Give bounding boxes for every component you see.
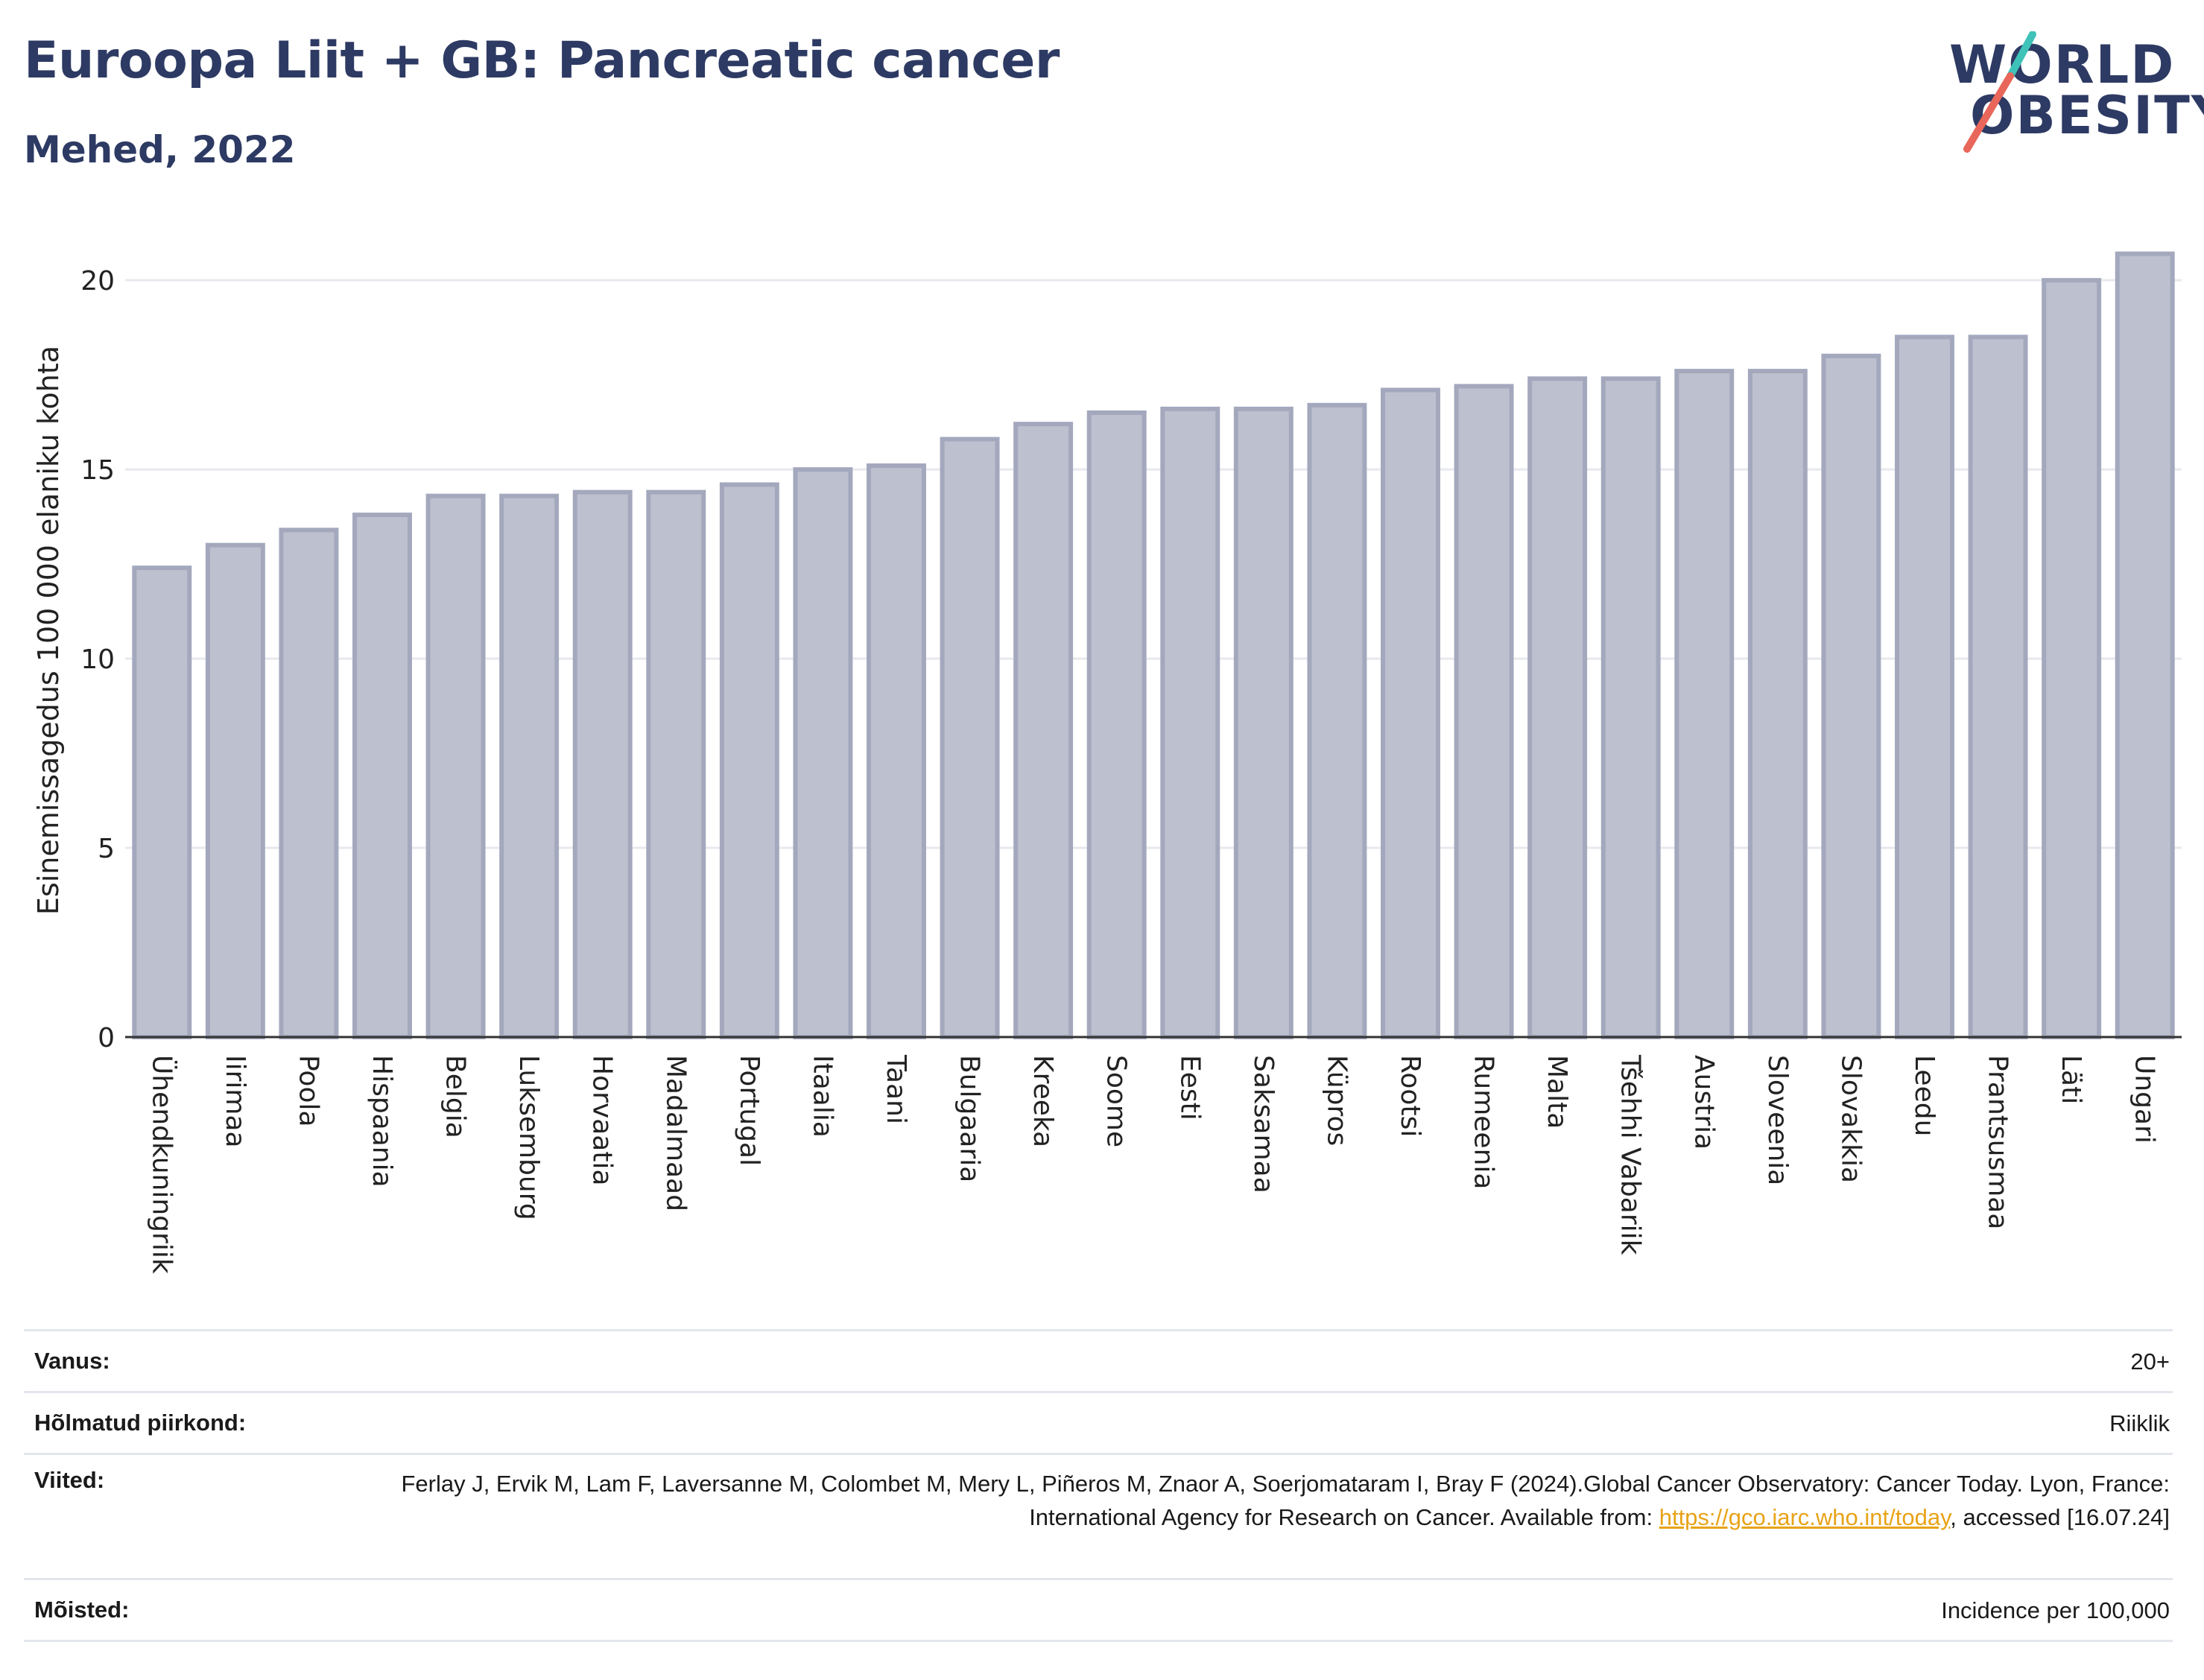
x-tick-label: Leedu bbox=[1909, 1055, 1939, 1136]
bar[interactable] bbox=[2042, 278, 2102, 1039]
bars bbox=[132, 251, 2175, 1040]
bar[interactable] bbox=[719, 482, 779, 1039]
references-link[interactable]: https://gco.iarc.who.int/today bbox=[1659, 1504, 1951, 1530]
bar[interactable] bbox=[2115, 251, 2175, 1039]
bar[interactable] bbox=[793, 467, 853, 1039]
logo-word-world: WORLD bbox=[1949, 34, 2176, 95]
x-tick-label: Poola bbox=[293, 1055, 323, 1127]
x-tick-label: Malta bbox=[1542, 1055, 1572, 1129]
y-tick-labels: 0 5 10 15 20 bbox=[80, 266, 115, 1053]
x-tick-labels: Ühendkuningriik Iirimaa Poola Hispaania Belg… bbox=[146, 1054, 2159, 1274]
bar[interactable] bbox=[1454, 384, 1514, 1039]
x-tick-label: Rootsi bbox=[1395, 1055, 1425, 1137]
x-tick-label: Rumeenia bbox=[1469, 1055, 1499, 1189]
x-tick-label: Kreeka bbox=[1027, 1055, 1058, 1147]
info-row-age: Vanus: 20+ bbox=[24, 1329, 2173, 1391]
x-tick-label: Portugal bbox=[734, 1055, 764, 1166]
x-tick-label: Küpros bbox=[1321, 1055, 1352, 1146]
bar[interactable] bbox=[1968, 335, 2028, 1040]
x-tick-label: Soome bbox=[1101, 1055, 1132, 1147]
bar[interactable] bbox=[352, 513, 412, 1039]
bar[interactable] bbox=[1747, 369, 1808, 1039]
info-row-references: Viited: Ferlay J, Ervik M, Lam F, Lavers… bbox=[24, 1453, 2173, 1578]
x-tick-label: Ühendkuningriik bbox=[146, 1055, 177, 1274]
age-value: 20+ bbox=[2130, 1348, 2170, 1375]
x-tick-label: Ungari bbox=[2129, 1055, 2160, 1144]
bar[interactable] bbox=[1381, 387, 1440, 1039]
references-label: Viited: bbox=[34, 1467, 105, 1493]
info-row-region: Hõlmatud piirkond: Riiklik bbox=[24, 1391, 2173, 1453]
x-tick-label: Bulgaaria bbox=[954, 1055, 985, 1182]
y-tick-label: 10 bbox=[80, 644, 115, 675]
x-tick-label: Saksamaa bbox=[1248, 1055, 1279, 1194]
bar[interactable] bbox=[940, 437, 1000, 1039]
bar[interactable] bbox=[425, 493, 486, 1039]
references-text-start: Ferlay J, Ervik M, Lam F, Laversanne M, … bbox=[401, 1471, 2170, 1530]
bar[interactable] bbox=[499, 493, 560, 1039]
x-tick-label: Eesti bbox=[1174, 1055, 1205, 1120]
x-tick-label: Iirimaa bbox=[220, 1055, 250, 1148]
references-text: Ferlay J, Ervik M, Lam F, Laversanne M, … bbox=[344, 1467, 2173, 1578]
x-tick-label: Austria bbox=[1688, 1055, 1719, 1150]
x-tick-label: Horvaatia bbox=[587, 1055, 618, 1186]
bar[interactable] bbox=[572, 489, 633, 1039]
bar[interactable] bbox=[867, 463, 926, 1039]
x-tick-label: Itaalia bbox=[807, 1055, 837, 1138]
bar[interactable] bbox=[646, 489, 706, 1039]
x-tick-label: Slovakkia bbox=[1835, 1055, 1866, 1183]
world-obesity-logo[interactable]: WORLD OBESITY bbox=[1937, 31, 2204, 158]
info-table: Vanus: 20+ Hõlmatud piirkond: Riiklik Vi… bbox=[24, 1329, 2173, 1642]
bar[interactable] bbox=[1895, 335, 1954, 1040]
y-tick-label: 20 bbox=[80, 266, 115, 297]
bar[interactable] bbox=[1013, 422, 1074, 1039]
region-label: Hõlmatud piirkond: bbox=[34, 1410, 247, 1436]
logo-word-obesity: OBESITY bbox=[1970, 85, 2204, 146]
x-tick-label: Läti bbox=[2056, 1055, 2086, 1104]
bar[interactable] bbox=[1086, 410, 1147, 1039]
bar[interactable] bbox=[1821, 353, 1881, 1039]
bar[interactable] bbox=[1527, 376, 1588, 1039]
info-row-definitions: Mõisted: Incidence per 100,000 bbox=[24, 1578, 2173, 1640]
references-text-end: , accessed [16.07.24] bbox=[1950, 1504, 2170, 1530]
x-tick-label: Madalmaad bbox=[660, 1055, 691, 1211]
bar[interactable] bbox=[279, 527, 339, 1039]
region-value: Riiklik bbox=[2109, 1410, 2170, 1436]
x-tick-label: Tšehhi Vabariik bbox=[1615, 1054, 1646, 1255]
bar[interactable] bbox=[1600, 376, 1661, 1039]
bar[interactable] bbox=[1160, 406, 1220, 1039]
x-tick-label: Taani bbox=[881, 1054, 911, 1124]
bar[interactable] bbox=[1307, 402, 1367, 1039]
bar[interactable] bbox=[132, 565, 192, 1039]
bar[interactable] bbox=[1674, 369, 1735, 1039]
logo-slash-icon bbox=[1963, 31, 2036, 153]
x-tick-label: Belgia bbox=[440, 1055, 471, 1138]
definitions-value: Incidence per 100,000 bbox=[1941, 1597, 2170, 1623]
bar-chart: 0 5 10 15 20 Ühendkuningriik Iirimaa Poola Hisp… bbox=[32, 251, 2182, 1274]
chart-subtitle: Mehed, 2022 bbox=[24, 128, 296, 171]
bar[interactable] bbox=[1233, 406, 1293, 1039]
chart-title: Euroopa Liit + GB: Pancreatic cancer bbox=[24, 31, 1060, 90]
x-tick-label: Hispaania bbox=[367, 1055, 397, 1188]
x-tick-label: Prantsusmaa bbox=[1983, 1055, 2013, 1229]
age-label: Vanus: bbox=[34, 1348, 110, 1374]
y-tick-label: 15 bbox=[80, 455, 115, 486]
bar[interactable] bbox=[205, 542, 265, 1039]
y-axis-label: Esinemissagedus 100 000 elaniku kohta bbox=[32, 346, 65, 915]
y-tick-label: 0 bbox=[98, 1023, 115, 1053]
x-tick-label: Luksemburg bbox=[513, 1055, 544, 1220]
definitions-label: Mõisted: bbox=[34, 1597, 130, 1623]
info-table-bottom-border bbox=[24, 1640, 2173, 1642]
x-tick-label: Sloveenia bbox=[1762, 1055, 1793, 1185]
y-tick-label: 5 bbox=[98, 834, 115, 864]
